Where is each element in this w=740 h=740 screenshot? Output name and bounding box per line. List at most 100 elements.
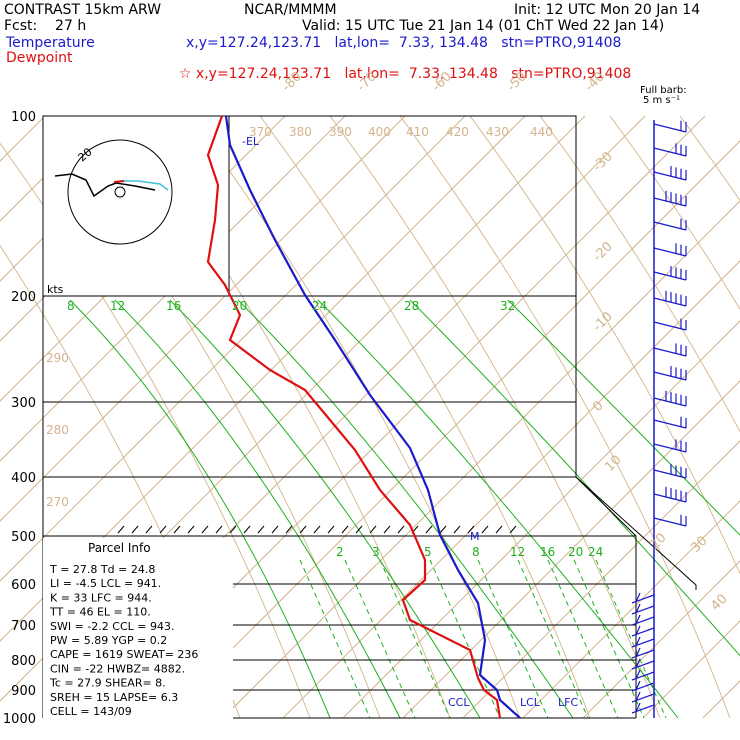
theta-label: 390 bbox=[329, 125, 352, 139]
wind-barb-low-feather bbox=[635, 625, 641, 636]
isotherm-line bbox=[402, 380, 740, 719]
wind-barb-low-feather bbox=[635, 603, 641, 614]
wind-barb-low-feather bbox=[635, 614, 641, 625]
wind-barb-low-feather bbox=[635, 636, 641, 647]
isotherm-line bbox=[0, 115, 106, 222]
wind-barb-low bbox=[631, 616, 655, 626]
freezing-hatch bbox=[467, 525, 475, 534]
freezing-hatch bbox=[313, 525, 321, 534]
parcel-info-box bbox=[43, 538, 233, 720]
freezing-hatch bbox=[243, 525, 251, 534]
wind-barb-low bbox=[631, 594, 655, 604]
wind-barb-low-feather bbox=[635, 691, 641, 702]
isotherm-label: -80 bbox=[279, 69, 305, 95]
mixing-ratio-dashed-line bbox=[344, 559, 416, 719]
pressure-label-500: 500 bbox=[11, 530, 36, 545]
wind-barb-low bbox=[631, 638, 655, 648]
freezing-hatch bbox=[425, 525, 433, 534]
pressure-label-400: 400 bbox=[11, 471, 36, 486]
wind-barb-low-feather bbox=[635, 680, 641, 691]
pressure-label-1000: 1000 bbox=[3, 712, 36, 727]
freezing-hatch bbox=[187, 525, 195, 534]
freezing-hatch bbox=[215, 525, 223, 534]
theta-label: 270 bbox=[46, 495, 69, 509]
hodograph bbox=[42, 115, 230, 297]
parcel-info-row: PW = 5.89 YGP = 0.2 bbox=[50, 634, 167, 647]
parcel-info-row: CELL = 143/09 bbox=[50, 705, 132, 718]
isotherm-label: -60 bbox=[429, 69, 455, 95]
isotherm-line bbox=[342, 320, 740, 719]
barb-scale-label: Full barb: bbox=[640, 85, 687, 96]
parcel-info-row: TT = 46 EL = 110. bbox=[49, 606, 151, 619]
temperature-legend: Temperature bbox=[6, 35, 95, 51]
parcel-info-row: Tc = 27.9 SHEAR= 8. bbox=[49, 677, 166, 690]
parcel-info-row: CIN = -22 HWBZ= 4882. bbox=[50, 662, 185, 675]
pressure-label-600: 600 bbox=[11, 578, 36, 593]
isotherm-line bbox=[0, 115, 526, 642]
freezing-hatch bbox=[271, 525, 279, 534]
m-marker: M bbox=[470, 530, 480, 543]
theta-label: 380 bbox=[289, 125, 312, 139]
lfc-marker: LFC bbox=[558, 696, 578, 709]
wind-barbs bbox=[631, 120, 687, 714]
freezing-hatch bbox=[201, 525, 209, 534]
mixing-ratio-label-lower: 16 bbox=[540, 545, 555, 559]
freezing-hatch bbox=[159, 525, 167, 534]
mixing-ratio-label: 20 bbox=[232, 299, 247, 313]
wind-barb-low bbox=[631, 704, 655, 714]
isotherm-line bbox=[162, 140, 740, 719]
dewpoint-trace bbox=[206, 115, 502, 719]
isotherm-line bbox=[0, 115, 466, 582]
mixing-ratio-label-lower: 8 bbox=[472, 545, 480, 559]
mixing-ratio-line bbox=[409, 299, 740, 657]
freezing-hatch bbox=[439, 525, 447, 534]
mixing-ratio-label: 16 bbox=[166, 299, 181, 313]
hodograph-ring-outer bbox=[67, 139, 173, 245]
dry-adiabat-line bbox=[399, 115, 731, 719]
mixing-ratio-label: 32 bbox=[500, 299, 515, 313]
isotherm-line bbox=[522, 500, 740, 719]
freezing-hatch bbox=[285, 525, 293, 534]
isotherm-line bbox=[462, 440, 740, 719]
isotherm-line bbox=[642, 620, 740, 719]
theta-label: 290 bbox=[46, 351, 69, 365]
mixing-ratio-line bbox=[317, 299, 679, 719]
freezing-hatch bbox=[495, 525, 503, 534]
wind-barb-low bbox=[631, 627, 655, 637]
pressure-label-700: 700 bbox=[11, 619, 36, 634]
pressure-label-800: 800 bbox=[11, 654, 36, 669]
dry-adiabat-line bbox=[189, 115, 521, 719]
sounding-traces bbox=[206, 115, 521, 719]
parcel-info-row: SREH = 15 LAPSE= 6.3 bbox=[50, 691, 178, 704]
isotherm-label: 20 bbox=[647, 531, 669, 553]
dry-adiabat-line bbox=[469, 115, 740, 575]
mixing-ratio-line bbox=[114, 299, 401, 719]
hodograph-ring-inner bbox=[114, 186, 126, 198]
mixing-ratio-dashed-line bbox=[379, 559, 451, 719]
parcel-info-row: LI = -4.5 LCL = 941. bbox=[50, 577, 161, 590]
data-source: NCAR/MMMM bbox=[244, 2, 337, 18]
freezing-hatch bbox=[117, 525, 125, 534]
isotherm-line bbox=[222, 200, 740, 719]
isotherm-label: 40 bbox=[708, 592, 730, 614]
mixing-ratio-dashed-line bbox=[573, 559, 645, 719]
isotherm-label: 30 bbox=[688, 534, 710, 556]
parcel-info-title: Parcel Info bbox=[88, 541, 151, 555]
isotherm-label: -70 bbox=[354, 69, 380, 95]
mixing-ratio-label-lower: 12 bbox=[510, 545, 525, 559]
dewpoint-location-text: x,y=127.24,123.71 lat,lon= 7.33, 134.48 … bbox=[195, 66, 632, 82]
freezing-hatch bbox=[229, 525, 237, 534]
wind-barb-low bbox=[631, 682, 655, 692]
isotherm-line bbox=[282, 260, 740, 719]
right-slant-frame bbox=[575, 476, 697, 590]
hodograph-frame bbox=[42, 115, 230, 297]
theta-label: 430 bbox=[486, 125, 509, 139]
init-time: Init: 12 UTC Mon 20 Jan 14 bbox=[514, 2, 701, 18]
dry-adiabat-line bbox=[329, 115, 661, 719]
wind-barb-low-feather bbox=[635, 647, 641, 658]
wind-barb-low-feather bbox=[635, 658, 641, 669]
mixing-ratio-lines bbox=[69, 299, 740, 719]
isotherm-label: -20 bbox=[590, 239, 616, 265]
hodograph-trace bbox=[54, 173, 156, 198]
